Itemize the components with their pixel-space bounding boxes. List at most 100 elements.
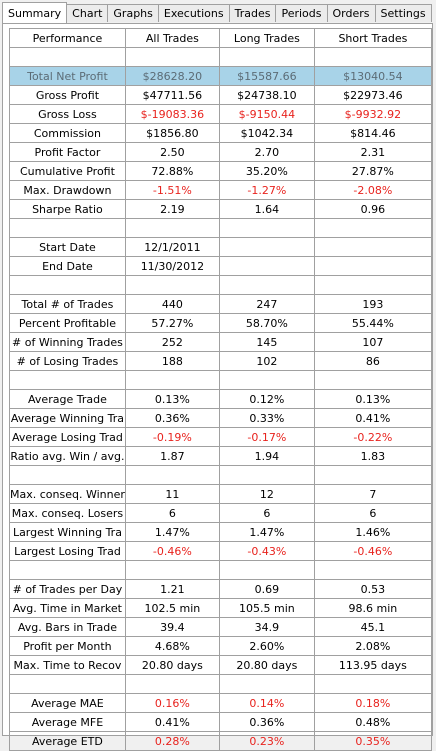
metric-value: 102.5 min [124,598,220,618]
tab[interactable]: Orders [326,4,376,22]
metric-value: $-9932.92 [313,104,432,124]
metric-label: # of Trades per Day [9,579,126,599]
empty-cell [124,218,220,238]
metric-row: Max. conseq. Losers 6 6 6 [9,503,432,523]
spacer-row [9,218,432,238]
metric-label: # of Winning Trades [9,332,126,352]
metric-row: Cumulative Profit 72.88% 35.20% 27.87% [9,161,432,181]
metric-label: Gross Profit [9,85,126,105]
metric-row: Profit per Month 4.68% 2.60% 2.08% [9,636,432,656]
header-row: Performance All Trades Long Trades Short Tr… [9,28,432,48]
metric-value: -2.08% [313,180,432,200]
metric-value: 0.35% [313,731,432,751]
tab[interactable]: Settings [374,4,432,22]
metric-row: Commission $1856.80 $1042.34 $814.46 [9,123,432,143]
metric-row: # of Winning Trades 252 145 107 [9,332,432,352]
metric-value: 2.08% [313,636,432,656]
tab[interactable]: Graphs [107,4,159,22]
metric-value: 0.96 [313,199,432,219]
metric-value: 0.12% [218,389,315,409]
metric-value: 0.53 [313,579,432,599]
empty-cell [124,370,220,390]
metric-label: Largest Winning Tra [9,522,126,542]
metric-value: 0.36% [124,408,220,428]
metric-row: Max. conseq. Winner 11 12 7 [9,484,432,504]
metric-value: 12/1/2011 [124,237,220,257]
metric-value: $-9150.44 [218,104,315,124]
metric-label: Average ETD [9,731,126,751]
metric-value: 188 [124,351,220,371]
metric-label: # of Losing Trades [9,351,126,371]
metric-value: 1.83 [313,446,432,466]
empty-cell [218,275,315,295]
tab[interactable]: Summary [2,2,68,23]
tab[interactable]: Periods [275,4,328,22]
metric-value: 2.19 [124,199,220,219]
metric-value: -0.17% [218,427,315,447]
empty-cell [313,674,432,694]
metric-value: $-19083.36 [124,104,220,124]
empty-cell [124,674,220,694]
empty-cell [218,47,315,67]
metric-label: Largest Losing Trad [9,541,126,561]
tab[interactable]: Executions [157,4,230,22]
metric-value: -0.43% [218,541,315,561]
tab[interactable]: Trades [228,4,277,22]
metric-value: 0.13% [124,389,220,409]
empty-cell [218,218,315,238]
metric-row: Start Date 12/1/2011 [9,237,432,257]
metric-value: 0.23% [218,731,315,751]
empty-cell [218,237,315,257]
metric-value: 35.20% [218,161,315,181]
metric-row: Sharpe Ratio 2.19 1.64 0.96 [9,199,432,219]
spacer-row [9,465,432,485]
metric-row: Average Losing Trad -0.19% -0.17% -0.22% [9,427,432,447]
metric-label: Average MFE [9,712,126,732]
metric-row: End Date 11/30/2012 [9,256,432,276]
metric-value: 0.36% [218,712,315,732]
metric-value: 20.80 days [124,655,220,675]
metric-row: Percent Profitable 57.27% 58.70% 55.44% [9,313,432,333]
metric-value: 247 [218,294,315,314]
metric-label: Avg. Time in Market [9,598,126,618]
metric-row: Average MFE 0.41% 0.36% 0.48% [9,712,432,732]
empty-cell [218,256,315,276]
metric-value: 98.6 min [313,598,432,618]
metric-value: $1856.80 [124,123,220,143]
metric-value: 55.44% [313,313,432,333]
metric-row: Total Net Profit $28628.20 $15587.66 $13040… [9,66,432,86]
metric-value: $814.46 [313,123,432,143]
metric-value: 0.28% [124,731,220,751]
metric-row: Max. Drawdown -1.51% -1.27% -2.08% [9,180,432,200]
empty-cell [313,237,432,257]
metric-label: Average Trade [9,389,126,409]
metric-label: Ratio avg. Win / avg. [9,446,126,466]
empty-cell [9,275,126,295]
metric-value: 0.14% [218,693,315,713]
metric-value: 1.87 [124,446,220,466]
metric-value: 86 [313,351,432,371]
metric-value: $13040.54 [313,66,432,86]
metric-row: Average ETD 0.28% 0.23% 0.35% [9,731,432,751]
empty-cell [313,560,432,580]
metric-value: 113.95 days [313,655,432,675]
metric-label: Max. conseq. Winner [9,484,126,504]
metric-label: Average Losing Trad [9,427,126,447]
metric-value: $15587.66 [218,66,315,86]
metric-value: 0.33% [218,408,315,428]
metric-value: 12 [218,484,315,504]
metric-value: 193 [313,294,432,314]
empty-cell [313,370,432,390]
empty-cell [124,275,220,295]
metric-label: Avg. Bars in Trade [9,617,126,637]
metric-value: 102 [218,351,315,371]
metric-value: 58.70% [218,313,315,333]
metric-value: 105.5 min [218,598,315,618]
metric-label: Max. Drawdown [9,180,126,200]
empty-cell [218,370,315,390]
metric-label: Cumulative Profit [9,161,126,181]
column-header: Long Trades [218,28,315,48]
performance-table: Performance All Trades Long Trades Short Tr… [9,28,432,751]
tab[interactable]: Chart [66,4,109,22]
empty-cell [313,275,432,295]
